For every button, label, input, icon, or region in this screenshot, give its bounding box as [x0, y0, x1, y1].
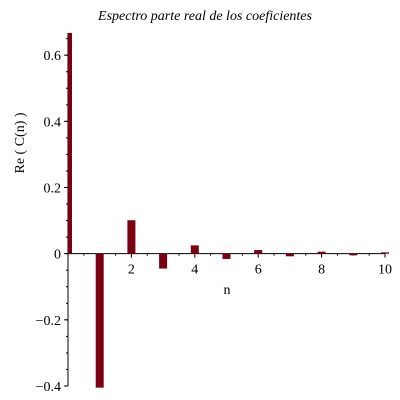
- chart-title: Espectro parte real de los coeficientes: [97, 9, 313, 24]
- bar-n-5: [222, 253, 231, 259]
- bar-n-7: [285, 253, 294, 257]
- x-tick-label: 4: [191, 263, 198, 278]
- bar-n-9: [349, 253, 358, 256]
- bar-n-8: [317, 251, 326, 254]
- y-tick-label: −0.2: [36, 314, 61, 329]
- y-tick-label: 0: [54, 248, 61, 263]
- bar-n-0: [68, 33, 72, 254]
- bar-n-3: [159, 253, 168, 269]
- y-tick-label: 0.2: [44, 181, 62, 196]
- x-axis-label: n: [224, 283, 231, 298]
- y-tick-label: 0.4: [44, 115, 62, 130]
- bar-n-10: [381, 252, 389, 254]
- y-tick-label: 0.6: [44, 49, 62, 64]
- bar-n-6: [254, 250, 263, 254]
- bar-n-2: [127, 220, 136, 254]
- bar-n-1: [95, 253, 104, 388]
- x-tick-label: 2: [128, 263, 135, 278]
- bar-n-4: [190, 245, 199, 254]
- x-tick-label: 10: [378, 263, 392, 278]
- x-tick-label: 8: [318, 263, 325, 278]
- x-ticks: 2 4 6 8 10: [83, 253, 392, 278]
- y-axis-label: Re ( C(n) ): [13, 112, 28, 173]
- x-tick-label: 6: [255, 263, 262, 278]
- y-tick-label: −0.4: [36, 380, 61, 395]
- bars: [68, 33, 389, 388]
- y-ticks: −0.4 −0.2 0 0.2 0.4 0.6: [36, 38, 68, 395]
